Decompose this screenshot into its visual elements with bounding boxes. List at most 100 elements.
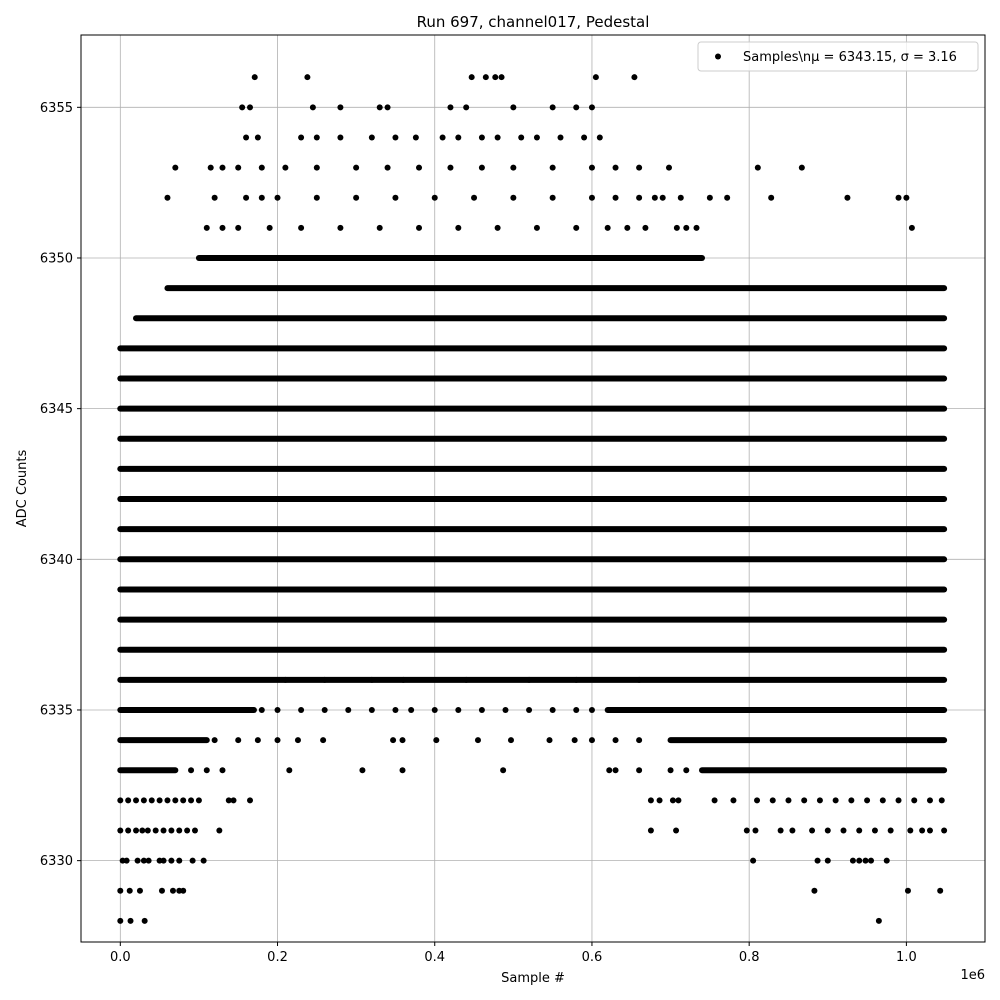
data-point: [908, 224, 915, 231]
data-point: [304, 74, 311, 81]
data-point: [754, 797, 761, 804]
data-point: [667, 767, 674, 774]
data-point: [871, 827, 878, 834]
data-point: [811, 887, 818, 894]
data-point: [883, 857, 890, 864]
data-point: [868, 857, 875, 864]
data-point: [117, 797, 124, 804]
data-point: [368, 676, 375, 683]
data-point: [235, 164, 242, 171]
data-point: [518, 134, 525, 141]
data-point: [313, 134, 320, 141]
data-point: [502, 706, 509, 713]
data-point: [191, 827, 198, 834]
data-point: [353, 164, 360, 171]
data-point: [184, 827, 191, 834]
data-point: [433, 737, 440, 744]
data-point: [274, 194, 281, 201]
data-point: [172, 797, 179, 804]
data-point: [392, 194, 399, 201]
data-point: [526, 676, 533, 683]
data-point: [673, 827, 680, 834]
data-point: [254, 134, 261, 141]
data-point: [588, 194, 595, 201]
x-axis-label: Sample #: [501, 971, 565, 986]
data-point: [189, 857, 196, 864]
data-point: [526, 706, 533, 713]
data-point: [612, 767, 619, 774]
data-point: [125, 827, 132, 834]
data-point: [941, 827, 948, 834]
data-point: [188, 797, 195, 804]
chart-title: Run 697, channel017, Pedestal: [417, 13, 650, 31]
data-point: [412, 134, 419, 141]
data-point: [133, 827, 140, 834]
data-point: [549, 164, 556, 171]
data-point: [230, 797, 237, 804]
plot-frame: [80, 34, 986, 943]
data-point: [169, 887, 176, 894]
data-point: [125, 797, 132, 804]
data-point: [895, 194, 902, 201]
data-point: [844, 194, 851, 201]
data-point: [144, 827, 151, 834]
data-points: [117, 74, 948, 924]
data-point: [141, 917, 148, 924]
data-point: [286, 767, 293, 774]
data-point: [624, 224, 631, 231]
y-tick-label: 6345: [40, 402, 73, 417]
legend: Samples\nμ = 6343.15, σ = 3.16: [697, 41, 979, 72]
data-point: [180, 797, 187, 804]
data-point: [126, 887, 133, 894]
data-point: [809, 827, 816, 834]
data-point: [160, 857, 167, 864]
data-point: [172, 164, 179, 171]
data-point: [631, 74, 638, 81]
data-point: [282, 164, 289, 171]
data-point: [612, 194, 619, 201]
data-point: [152, 827, 159, 834]
y-tick-label: 6335: [40, 703, 73, 718]
data-point: [887, 827, 894, 834]
data-point: [911, 797, 918, 804]
data-point: [588, 737, 595, 744]
y-axis-label: ADC Counts: [15, 450, 30, 528]
data-point: [750, 857, 757, 864]
data-point: [258, 194, 265, 201]
data-point: [390, 737, 397, 744]
data-point: [168, 857, 175, 864]
data-point: [659, 194, 666, 201]
data-point: [665, 164, 672, 171]
data-point: [832, 797, 839, 804]
data-point: [571, 737, 578, 744]
data-point: [447, 104, 454, 111]
data-point: [651, 194, 658, 201]
data-point: [907, 827, 914, 834]
data-point: [294, 737, 301, 744]
data-point: [647, 797, 654, 804]
data-point: [510, 104, 517, 111]
data-point: [239, 104, 246, 111]
data-point: [463, 104, 470, 111]
data-point: [557, 134, 564, 141]
data-point: [376, 224, 383, 231]
data-point: [148, 797, 155, 804]
data-point: [478, 164, 485, 171]
data-point: [188, 767, 195, 774]
data-point: [683, 767, 690, 774]
data-point: [482, 74, 489, 81]
data-point: [478, 706, 485, 713]
data-point: [510, 164, 517, 171]
data-point: [677, 194, 684, 201]
data-point: [785, 797, 792, 804]
data-point: [416, 164, 423, 171]
data-point: [856, 827, 863, 834]
data-point: [824, 827, 831, 834]
data-point: [636, 737, 643, 744]
data-point: [754, 164, 761, 171]
data-point: [573, 224, 580, 231]
data-point: [176, 857, 183, 864]
data-point: [879, 797, 886, 804]
data-point: [656, 797, 663, 804]
